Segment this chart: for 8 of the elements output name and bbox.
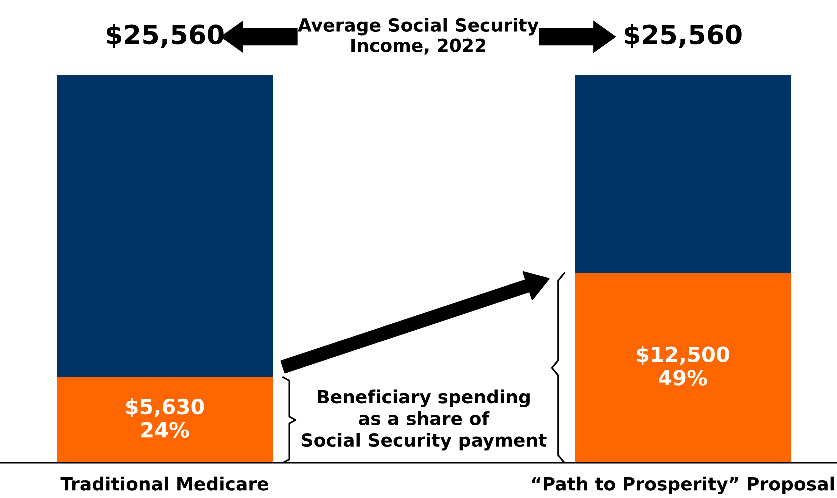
annotation: Beneficiary spending as a share of Social Security payment <box>302 390 547 451</box>
chart-title: Average Social Security Income, 2022 <box>298 18 539 55</box>
data-label: $5,630 24% <box>126 398 204 438</box>
data-label: $12,500 49% <box>637 346 730 386</box>
total-label: $25,560 <box>624 24 742 48</box>
x-tick-label: “Path to Prosperity” Proposal <box>532 476 834 495</box>
total-label: $25,560 <box>106 24 224 48</box>
x-tick-label: Traditional Medicare <box>60 476 268 491</box>
